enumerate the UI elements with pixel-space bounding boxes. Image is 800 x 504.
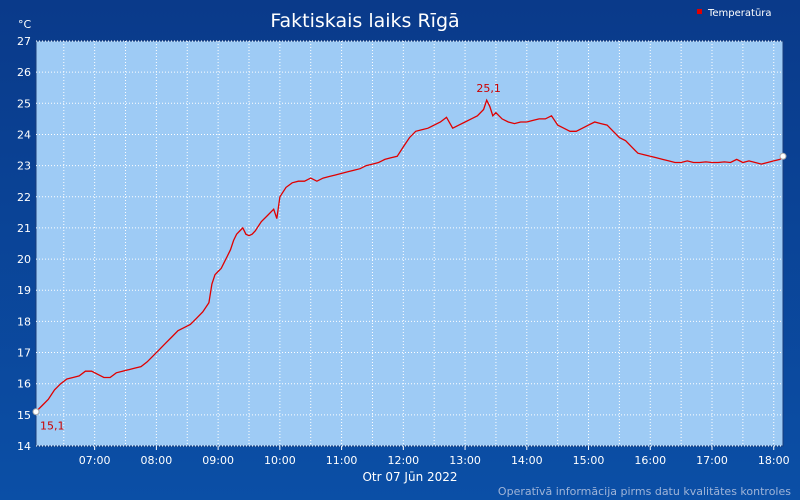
y-tick-label: 17 <box>17 347 31 360</box>
x-tick-label: 17:00 <box>696 454 728 467</box>
y-tick-label: 22 <box>17 191 31 204</box>
y-tick-label: 27 <box>17 35 31 48</box>
end-point-marker <box>779 152 787 160</box>
x-tick-label: 08:00 <box>141 454 173 467</box>
y-tick-label: 15 <box>17 409 31 422</box>
min-value-label: 15,1 <box>40 420 65 433</box>
x-tick-label: 15:00 <box>573 454 605 467</box>
y-tick-label: 14 <box>17 440 31 453</box>
x-tick-label: 12:00 <box>387 454 419 467</box>
y-axis-unit: °C <box>18 18 32 31</box>
chart-title: Faktiskais laiks Rīgā <box>270 10 459 32</box>
x-tick-label: 10:00 <box>264 454 296 467</box>
start-point-marker <box>32 408 40 416</box>
legend-label: Temperatūra <box>707 8 772 19</box>
y-tick-label: 21 <box>17 222 31 235</box>
x-tick-label: 16:00 <box>634 454 666 467</box>
y-tick-label: 18 <box>17 315 31 328</box>
footer-note: Operatīvā informācija pirms datu kvalitā… <box>498 485 791 498</box>
y-tick-label: 26 <box>17 66 31 79</box>
y-tick-label: 16 <box>17 378 31 391</box>
x-tick-label: 18:00 <box>758 454 790 467</box>
temperature-line <box>35 98 784 413</box>
x-tick-label: 14:00 <box>511 454 543 467</box>
x-axis-label: Otr 07 Jūn 2022 <box>362 470 457 484</box>
x-tick-label: 07:00 <box>79 454 111 467</box>
y-tick-label: 20 <box>17 253 31 266</box>
y-tick-label: 19 <box>17 284 31 297</box>
x-tick-label: 09:00 <box>202 454 234 467</box>
plot-area <box>35 40 784 447</box>
x-tick-label: 13:00 <box>449 454 481 467</box>
y-tick-label: 23 <box>17 160 31 173</box>
y-tick-label: 24 <box>17 128 31 141</box>
legend-marker <box>697 9 702 14</box>
x-tick-label: 11:00 <box>326 454 358 467</box>
max-value-label: 25,1 <box>476 82 501 95</box>
y-tick-label: 25 <box>17 97 31 110</box>
